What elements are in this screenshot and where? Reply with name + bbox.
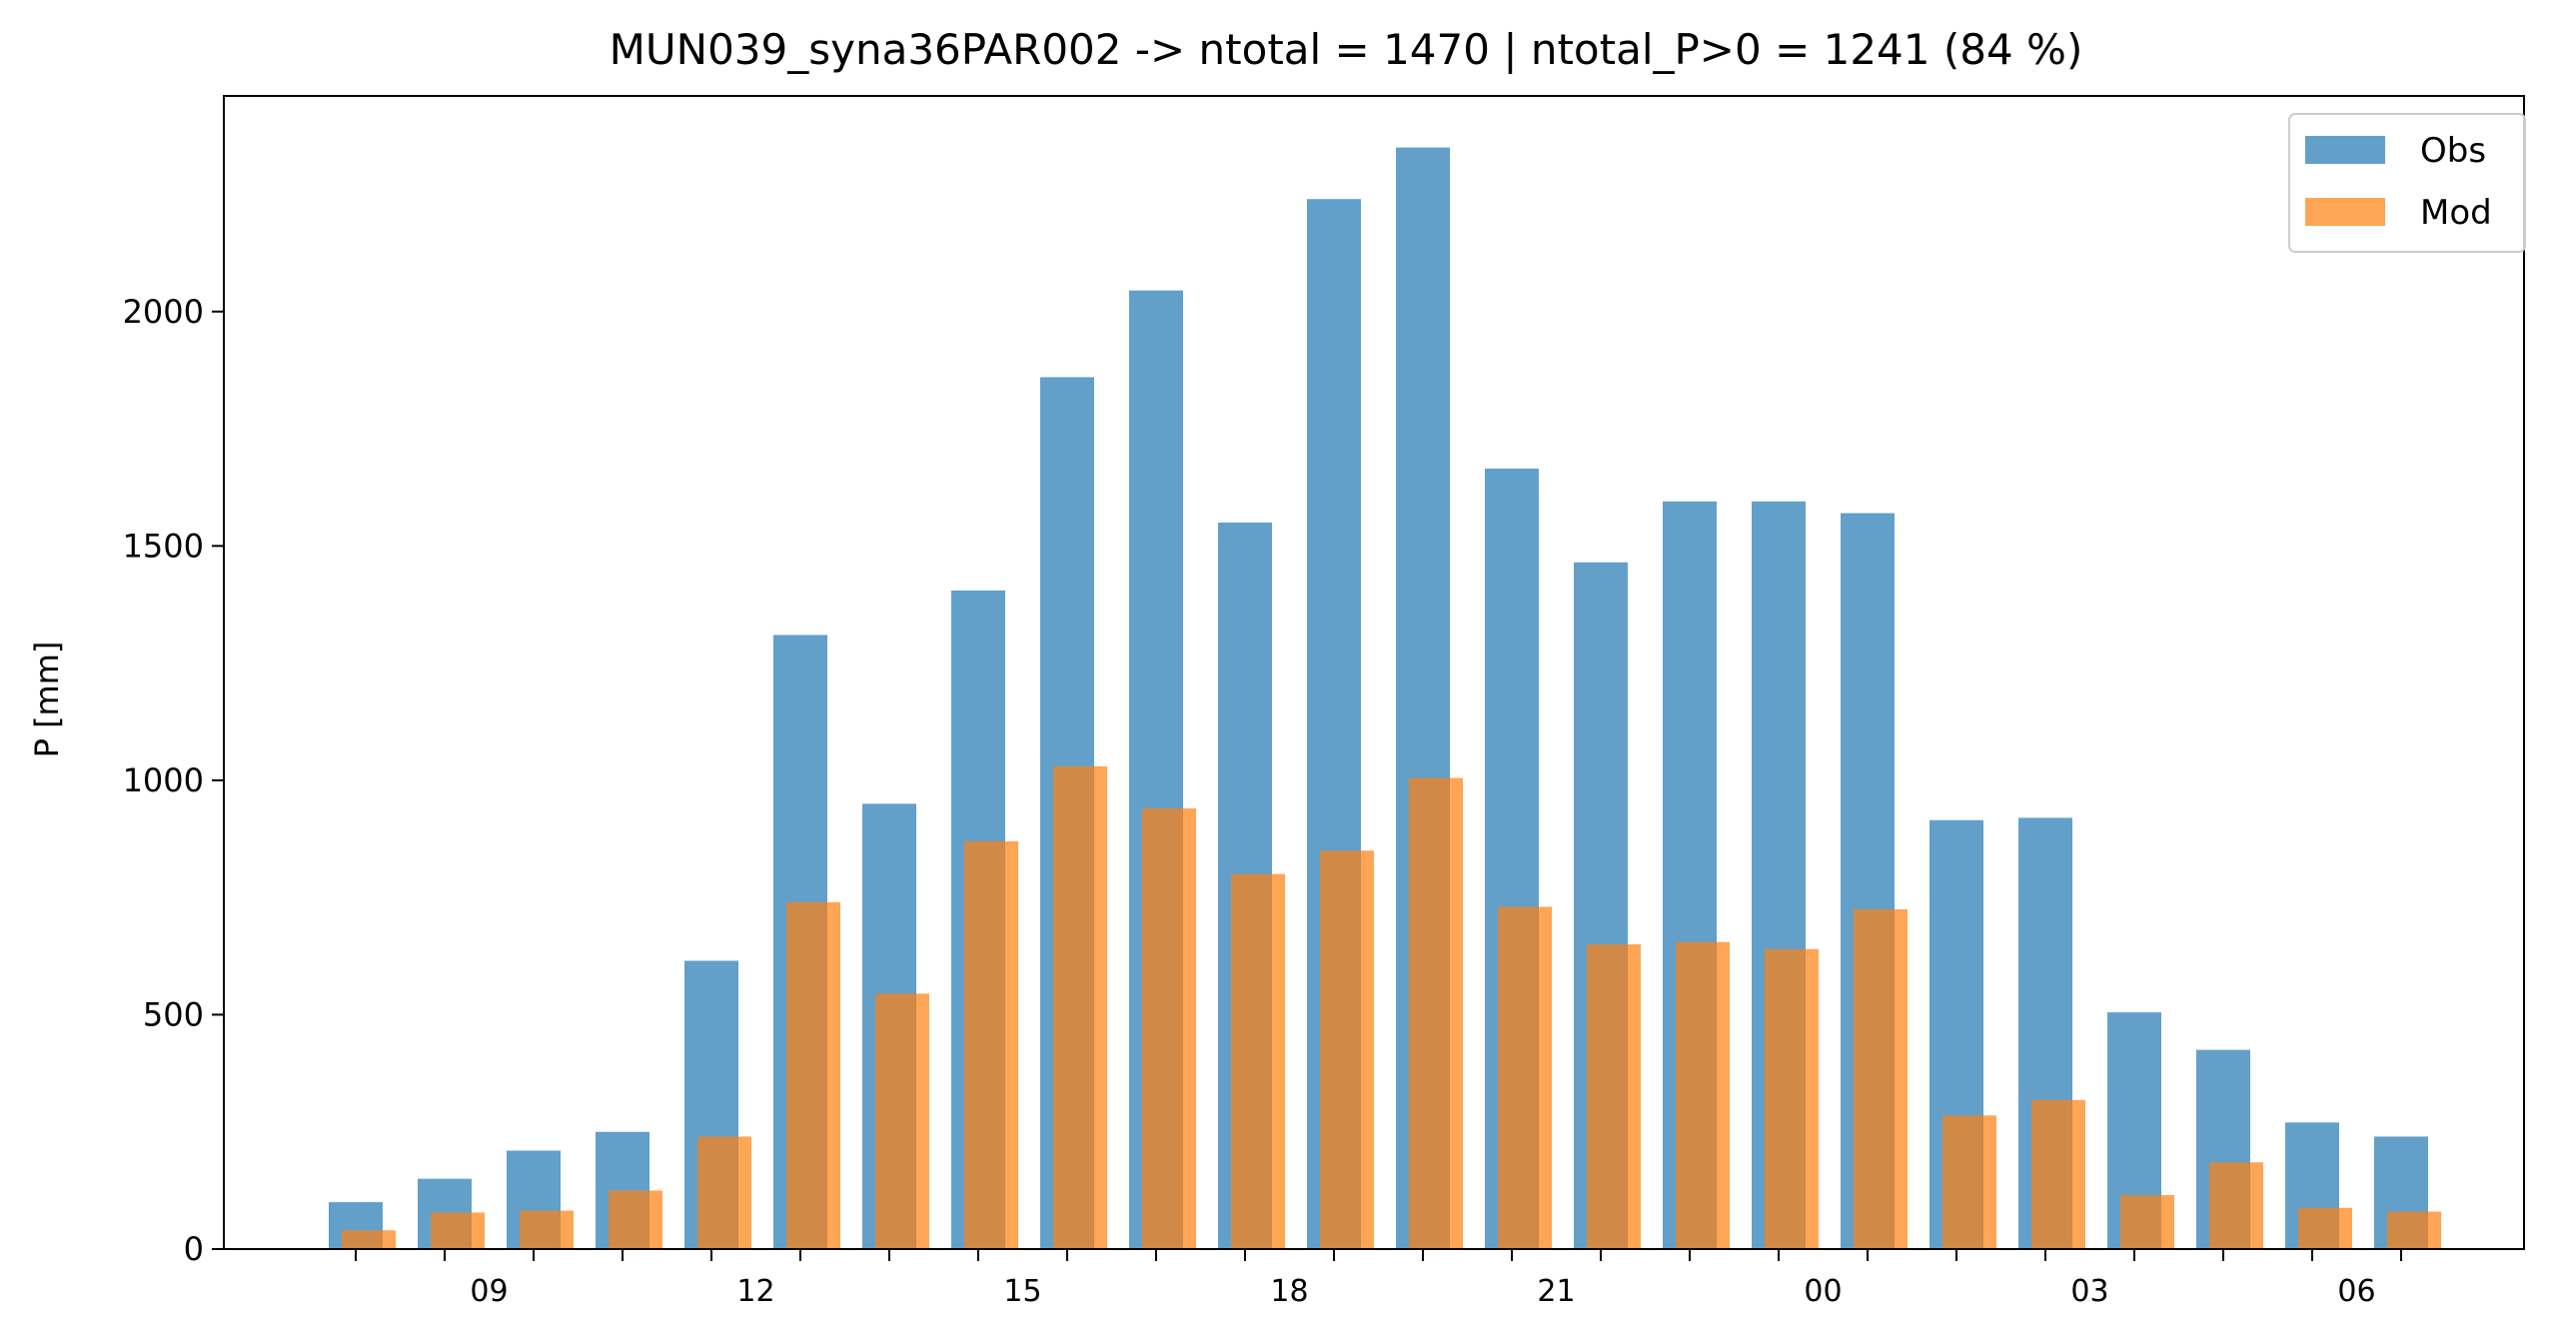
bar-mod-23	[1676, 941, 1730, 1249]
obs-bars	[329, 147, 2428, 1250]
x-axis: 09 12 15 18 21 00 03 06	[355, 1249, 2402, 1309]
bar-mod-17	[1142, 808, 1196, 1249]
bar-mod-01	[1854, 908, 1908, 1249]
bar-mod-00	[1765, 948, 1819, 1249]
bar-mod-05	[2209, 1162, 2263, 1249]
x-tick-label: 09	[470, 1274, 508, 1309]
bar-mod-22	[1587, 944, 1641, 1249]
bar-mod-16	[1053, 765, 1107, 1249]
bar-mod-07	[2387, 1211, 2441, 1249]
legend-label-obs: Obs	[2420, 131, 2486, 171]
x-tick-label: 21	[1537, 1274, 1575, 1309]
bar-mod-21	[1498, 906, 1552, 1249]
bar-mod-10	[520, 1210, 574, 1249]
legend-swatch-mod	[2305, 198, 2385, 226]
bar-mod-19	[1320, 850, 1374, 1249]
bar-mod-11	[609, 1190, 662, 1249]
y-axis: 0 500 1000 1500 2000	[123, 293, 224, 1268]
x-tick-label: 00	[1804, 1274, 1842, 1309]
bar-mod-09	[431, 1212, 485, 1249]
x-tick-label: 15	[1003, 1274, 1041, 1309]
bar-mod-06	[2298, 1207, 2352, 1249]
bar-mod-14	[875, 993, 929, 1249]
x-tick-label: 12	[736, 1274, 774, 1309]
legend-swatch-obs	[2305, 136, 2385, 164]
bar-mod-03	[2031, 1099, 2085, 1249]
bar-mod-12	[697, 1136, 751, 1249]
bar-mod-15	[964, 840, 1018, 1249]
bar-mod-04	[2120, 1195, 2174, 1249]
bar-mod-02	[1942, 1115, 1996, 1249]
x-tick-label: 06	[2337, 1274, 2375, 1309]
mod-bars	[342, 765, 2441, 1249]
legend-label-mod: Mod	[2420, 193, 2492, 233]
bar-mod-08	[342, 1230, 396, 1249]
y-tick-label: 1000	[123, 761, 204, 799]
bar-mod-20	[1409, 777, 1463, 1249]
legend: Obs Mod	[2288, 113, 2526, 253]
y-tick-label: 1500	[123, 527, 204, 565]
y-tick-label: 0	[184, 1230, 204, 1268]
bar-mod-18	[1231, 873, 1285, 1249]
chart-title: MUN039_syna36PAR002 -> ntotal = 1470 | n…	[610, 25, 2083, 74]
y-axis-label: P [mm]	[28, 642, 66, 758]
plot-frame	[223, 95, 2525, 1250]
bar-mod-13	[786, 901, 840, 1249]
x-tick-label: 18	[1270, 1274, 1308, 1309]
x-tick-label: 03	[2070, 1274, 2108, 1309]
y-tick-label: 500	[143, 995, 204, 1033]
y-tick-label: 2000	[123, 293, 204, 331]
